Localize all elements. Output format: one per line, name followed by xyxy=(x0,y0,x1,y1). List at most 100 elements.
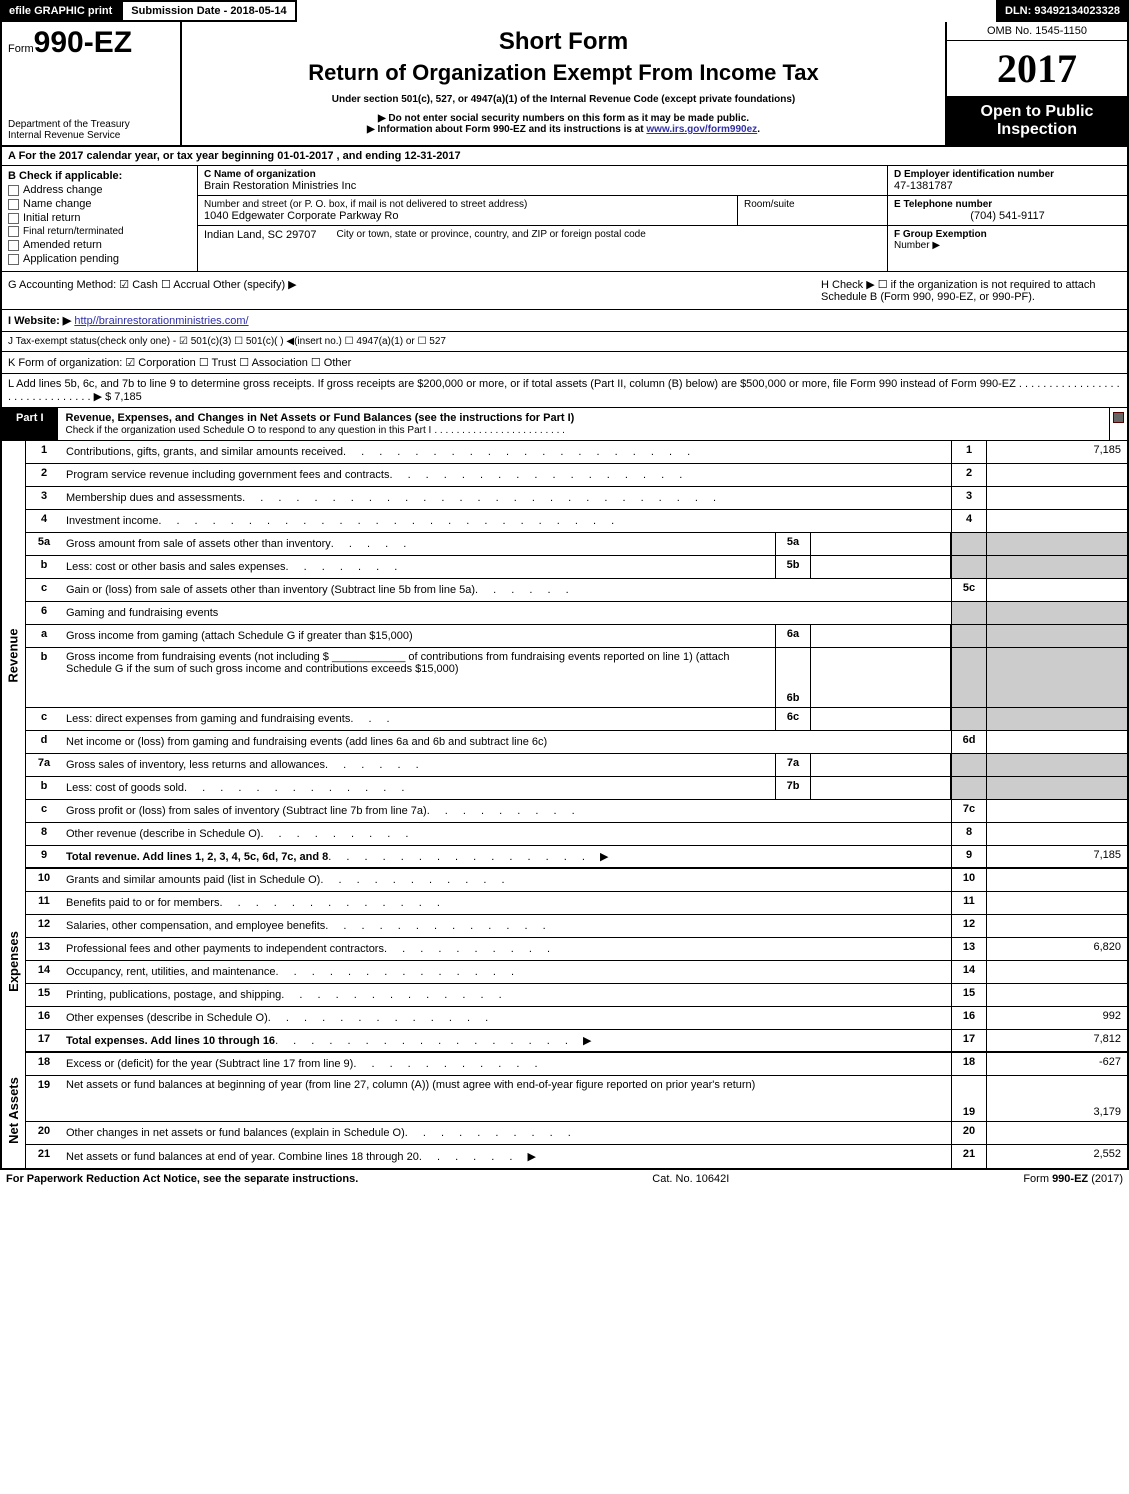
line-5b: b Less: cost or other basis and sales ex… xyxy=(26,556,1127,579)
line-desc: Gaming and fundraising events xyxy=(62,602,951,624)
revenue-side-label: Revenue xyxy=(2,441,26,869)
line-desc: Other expenses (describe in Schedule O) … xyxy=(62,1007,951,1029)
line-rn-shaded xyxy=(951,625,987,647)
line-num: 12 xyxy=(26,915,62,937)
c-label: C Name of organization xyxy=(204,169,881,180)
part-desc: Revenue, Expenses, and Changes in Net As… xyxy=(58,408,1109,440)
part-1-header: Part I Revenue, Expenses, and Changes in… xyxy=(0,408,1129,441)
room-label: Room/suite xyxy=(744,199,881,210)
line-desc: Net assets or fund balances at end of ye… xyxy=(62,1145,951,1168)
line-desc: Gross income from gaming (attach Schedul… xyxy=(62,625,775,647)
inner-val xyxy=(811,754,951,776)
e-cell: E Telephone number (704) 541-9117 xyxy=(888,196,1127,226)
spacer xyxy=(297,0,996,22)
line-desc: Professional fees and other payments to … xyxy=(62,938,951,960)
inner-val xyxy=(811,777,951,799)
line-rn: 8 xyxy=(951,823,987,845)
line-9: 9 Total revenue. Add lines 1, 2, 3, 4, 5… xyxy=(26,846,1127,869)
line-rn-shaded xyxy=(951,754,987,776)
checkbox-icon[interactable] xyxy=(8,254,19,265)
line-15: 15 Printing, publications, postage, and … xyxy=(26,984,1127,1007)
line-8: 8 Other revenue (describe in Schedule O)… xyxy=(26,823,1127,846)
dots: . . . . . . . . . . . . . . . . . xyxy=(389,469,947,481)
line-rv xyxy=(987,510,1127,532)
line-rv-shaded xyxy=(987,708,1127,730)
line-desc: Other revenue (describe in Schedule O) .… xyxy=(62,823,951,845)
line-rn: 7c xyxy=(951,800,987,822)
f-cell: F Group Exemption Number ▶ xyxy=(888,226,1127,271)
line-rn: 4 xyxy=(951,510,987,532)
line-rv: 6,820 xyxy=(987,938,1127,960)
line-num: 19 xyxy=(26,1076,62,1121)
line-num: 18 xyxy=(26,1053,62,1075)
desc-text: Less: cost or other basis and sales expe… xyxy=(66,561,286,573)
checkbox-icon[interactable] xyxy=(8,240,19,251)
line-num: 14 xyxy=(26,961,62,983)
dept-line2: Internal Revenue Service xyxy=(8,130,174,141)
checkbox-icon[interactable] xyxy=(1113,412,1124,423)
cb-application-pending[interactable]: Application pending xyxy=(8,253,191,265)
cb-label: Name change xyxy=(23,198,92,210)
line-rn: 18 xyxy=(951,1053,987,1075)
cb-initial-return[interactable]: Initial return xyxy=(8,212,191,224)
cb-final-return[interactable]: Final return/terminated xyxy=(8,226,191,237)
cb-amended-return[interactable]: Amended return xyxy=(8,239,191,251)
footer-right: Form 990-EZ (2017) xyxy=(1023,1173,1123,1185)
e-value: (704) 541-9117 xyxy=(894,210,1121,222)
cb-address-change[interactable]: Address change xyxy=(8,184,191,196)
desc-text: Less: cost of goods sold xyxy=(66,782,184,794)
inner-num: 5a xyxy=(775,533,811,555)
checkbox-icon[interactable] xyxy=(8,199,19,210)
cb-label: Application pending xyxy=(23,253,119,265)
footer-right-prefix: Form xyxy=(1023,1173,1052,1185)
section-b-through-f: B Check if applicable: Address change Na… xyxy=(0,166,1129,272)
line-num: d xyxy=(26,731,62,753)
desc-text: Net assets or fund balances at end of ye… xyxy=(66,1151,419,1163)
desc-text: Professional fees and other payments to … xyxy=(66,943,384,955)
desc-text: Program service revenue including govern… xyxy=(66,469,389,481)
room-cell: Room/suite xyxy=(737,196,887,225)
line-14: 14 Occupancy, rent, utilities, and maint… xyxy=(26,961,1127,984)
address-row: Number and street (or P. O. box, if mail… xyxy=(198,196,887,226)
line-desc: Program service revenue including govern… xyxy=(62,464,951,486)
line-11: 11 Benefits paid to or for members . . .… xyxy=(26,892,1127,915)
expenses-lines: 10 Grants and similar amounts paid (list… xyxy=(26,869,1127,1053)
line-num: 11 xyxy=(26,892,62,914)
dots: . . . . . xyxy=(331,538,771,550)
form-num: 990-EZ xyxy=(34,26,132,59)
line-18: 18 Excess or (deficit) for the year (Sub… xyxy=(26,1053,1127,1076)
part-checkbox[interactable] xyxy=(1109,408,1127,440)
desc-text: Less: direct expenses from gaming and fu… xyxy=(66,713,350,725)
line-rv xyxy=(987,892,1127,914)
website-link[interactable]: http//brainrestorationministries.com/ xyxy=(74,315,248,327)
line-rv: 7,185 xyxy=(987,846,1127,867)
line-rv xyxy=(987,1122,1127,1144)
dots: . . . xyxy=(350,713,771,725)
checkbox-icon[interactable] xyxy=(8,213,19,224)
section-a-mid: , and ending xyxy=(337,150,405,162)
g-accounting: G Accounting Method: ☑ Cash ☐ Accrual Ot… xyxy=(8,278,821,303)
dln-label: DLN: 93492134023328 xyxy=(996,0,1129,22)
line-rv xyxy=(987,464,1127,486)
cb-name-change[interactable]: Name change xyxy=(8,198,191,210)
short-form-title: Short Form xyxy=(188,28,939,56)
line-desc: Gain or (loss) from sale of assets other… xyxy=(62,579,951,601)
dots: . . . . . . . . . xyxy=(427,805,947,817)
desc-text: Investment income xyxy=(66,515,158,527)
line-desc: Printing, publications, postage, and shi… xyxy=(62,984,951,1006)
line-desc: Less: direct expenses from gaming and fu… xyxy=(62,708,775,730)
desc-text: Other changes in net assets or fund bala… xyxy=(66,1127,405,1139)
form-prefix: Form xyxy=(8,43,34,55)
checkbox-icon[interactable] xyxy=(8,226,19,237)
addr-value: 1040 Edgewater Corporate Parkway Ro xyxy=(204,210,731,222)
city-row: Indian Land, SC 29707 City or town, stat… xyxy=(198,226,887,244)
irs-link[interactable]: www.irs.gov/form990ez xyxy=(646,124,757,135)
inner-val xyxy=(811,625,951,647)
top-bar: efile GRAPHIC print Submission Date - 20… xyxy=(0,0,1129,22)
inner-val xyxy=(811,648,951,707)
line-rn: 3 xyxy=(951,487,987,509)
d-label: D Employer identification number xyxy=(894,169,1121,180)
checkbox-icon[interactable] xyxy=(8,185,19,196)
org-name: Brain Restoration Ministries Inc xyxy=(204,180,881,192)
dots: . . . . . . . . . . . . . . . . . . . . xyxy=(343,446,947,458)
